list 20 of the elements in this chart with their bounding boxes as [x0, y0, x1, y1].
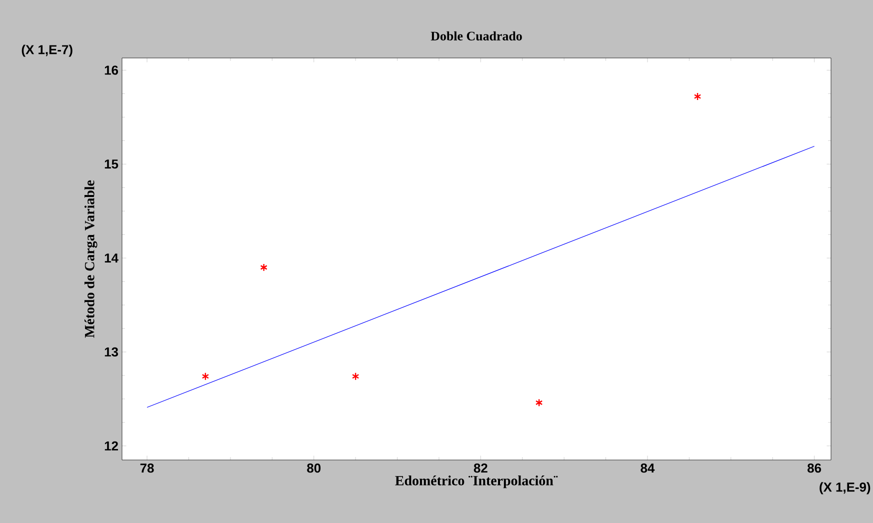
y-axis-title: Método de Carga Variable [84, 180, 98, 338]
x-tick-label: 86 [808, 464, 822, 473]
chart-title: Doble Cuadrado [430, 31, 522, 40]
y-tick-label: 12 [104, 441, 118, 450]
y-tick-label: 14 [104, 254, 118, 262]
point [694, 92, 702, 101]
x-tick-label: 82 [474, 464, 488, 473]
x-tick-label: 84 [640, 464, 655, 473]
point [260, 263, 268, 272]
text: (X 1,E-7) [22, 44, 72, 57]
x-axis-title: Edométrico ¨Interpolación¨ [395, 476, 558, 488]
point [202, 372, 210, 380]
point [352, 372, 360, 380]
y-tick-label: 15 [104, 160, 118, 169]
x-tick-label: 80 [307, 464, 321, 473]
y-tick-label: 16 [104, 66, 118, 75]
x-tick-label: 78 [140, 464, 154, 473]
point [535, 398, 543, 407]
text: (X 1,E-9) [820, 482, 870, 494]
y-tick-label: 13 [104, 347, 118, 357]
